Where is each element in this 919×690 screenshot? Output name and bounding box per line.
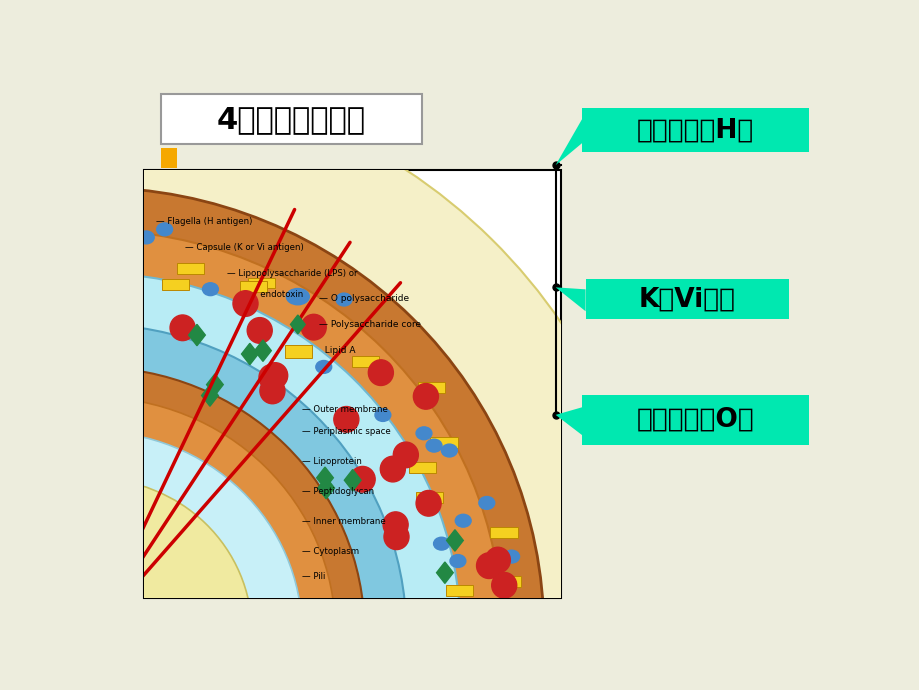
- Text: 4、抗原构造复杂: 4、抗原构造复杂: [217, 105, 366, 134]
- FancyBboxPatch shape: [161, 95, 421, 144]
- FancyBboxPatch shape: [582, 395, 808, 445]
- Text: 菌体抗原（O）: 菌体抗原（O）: [636, 407, 754, 433]
- Polygon shape: [555, 407, 582, 435]
- FancyBboxPatch shape: [585, 279, 788, 319]
- FancyBboxPatch shape: [582, 108, 808, 152]
- FancyBboxPatch shape: [143, 170, 560, 598]
- FancyBboxPatch shape: [161, 148, 176, 168]
- Polygon shape: [555, 287, 585, 311]
- Text: 鞭毛抗原（H）: 鞭毛抗原（H）: [636, 117, 754, 143]
- Polygon shape: [555, 119, 582, 165]
- Text: K或Vi抗原: K或Vi抗原: [638, 286, 735, 313]
